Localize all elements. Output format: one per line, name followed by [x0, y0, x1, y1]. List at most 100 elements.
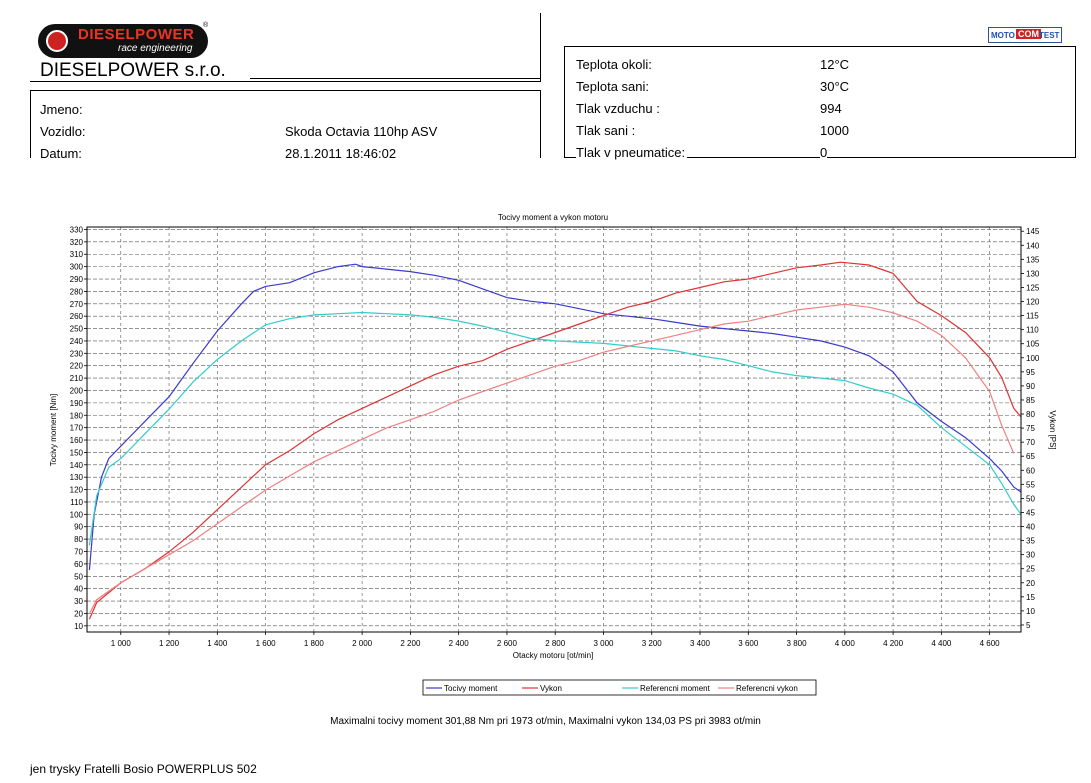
- y-left-tick-label: 200: [70, 386, 84, 395]
- company-name: DIESELPOWER s.r.o.: [40, 60, 226, 81]
- y-right-tick-label: 135: [1026, 255, 1040, 264]
- y-left-tick-label: 240: [70, 337, 84, 346]
- y-right-tick-label: 30: [1026, 551, 1035, 560]
- chart-legend: Tocivy moment Vykon Referencni moment Refer…: [422, 679, 817, 696]
- header-company-box: [30, 13, 541, 82]
- y-left-tick-label: 100: [70, 510, 84, 519]
- x-tick-label: 2 800: [545, 639, 566, 648]
- vehicle-label: Vozidlo:: [40, 124, 86, 139]
- y-right-tick-label: 110: [1026, 326, 1039, 335]
- y-left-tick-label: 160: [70, 436, 84, 445]
- y-right-tick-label: 70: [1026, 438, 1035, 447]
- turbo-logo-icon: [46, 30, 68, 52]
- legend-label: Vykon: [540, 684, 562, 693]
- series-line-referencni-moment: [88, 311, 1022, 546]
- y-right-tick-label: 10: [1026, 607, 1035, 616]
- y-right-tick-label: 15: [1026, 593, 1035, 602]
- x-tick-label: 3 600: [738, 639, 759, 648]
- y-right-tick-label: 90: [1026, 382, 1035, 391]
- y-left-tick-label: 120: [70, 486, 84, 495]
- y-left-tick-label: 230: [70, 349, 84, 358]
- y-right-tick-label: 115: [1026, 312, 1039, 321]
- x-tick-label: 2 400: [449, 639, 470, 648]
- y-left-tick-label: 210: [70, 374, 84, 383]
- x-tick-label: 3 800: [787, 639, 808, 648]
- x-tick-label: 4 200: [883, 639, 904, 648]
- y-left-tick-label: 320: [70, 238, 84, 247]
- x-tick-label: 1 800: [304, 639, 325, 648]
- y-left-tick-label: 30: [74, 597, 83, 606]
- x-tick-label: 3 000: [593, 639, 614, 648]
- y-right-tick-label: 100: [1026, 354, 1040, 363]
- y-right-tick-label: 50: [1026, 494, 1035, 503]
- x-axis-label: Otacky motoru [ot/min]: [513, 651, 593, 660]
- y-right-tick-label: 65: [1026, 452, 1035, 461]
- legend-label: Referencni moment: [640, 684, 711, 693]
- y-right-tick-label: 130: [1026, 269, 1040, 278]
- y-axis-right-label: Vykon [PS]: [1048, 410, 1057, 449]
- x-tick-label: 1 000: [111, 639, 132, 648]
- y-left-tick-label: 300: [70, 263, 84, 272]
- vehicle-info-box: [30, 90, 541, 158]
- x-tick-label: 4 400: [931, 639, 952, 648]
- y-left-tick-label: 140: [70, 461, 84, 470]
- y-right-tick-label: 75: [1026, 424, 1035, 433]
- chart-grid: [87, 227, 1021, 632]
- air-pressure-value: 994: [820, 101, 842, 116]
- y-left-tick-label: 10: [74, 622, 83, 631]
- name-label: Jmeno:: [40, 102, 83, 117]
- intake-pressure-label: Tlak sani :: [576, 123, 636, 138]
- series-line-tocivy-moment: [88, 263, 1022, 571]
- y-axis-left-label: Tocivy moment [Nm]: [49, 394, 58, 466]
- y-left-tick-label: 60: [74, 560, 83, 569]
- chart-series: [88, 261, 1022, 620]
- y-right-tick-label: 35: [1026, 537, 1035, 546]
- plot-frame: [86, 226, 1022, 633]
- y-left-tick-label: 330: [70, 225, 84, 234]
- legend-items: Tocivy moment Vykon Referencni moment Refer…: [426, 684, 798, 693]
- intake-pressure-value: 1000: [820, 123, 849, 138]
- x-tick-label: 2 000: [352, 639, 373, 648]
- y-left-tick-label: 20: [74, 609, 83, 618]
- y-left-tick-label: 130: [70, 473, 84, 482]
- y-right-tick-label: 105: [1026, 340, 1040, 349]
- y-left-tick-label: 220: [70, 362, 84, 371]
- air-pressure-label: Tlak vzduchu :: [576, 101, 660, 116]
- badge-part-2: COM: [1016, 29, 1041, 39]
- y-left-tick-label: 260: [70, 312, 84, 321]
- vehicle-value: Skoda Octavia 110hp ASV: [285, 124, 438, 139]
- tyre-pressure-value: 0: [820, 145, 828, 160]
- legend-label: Referencni vykon: [736, 684, 798, 693]
- y-left-tick-label: 270: [70, 300, 84, 309]
- y-right-tick-label: 40: [1026, 523, 1035, 532]
- y-right-tick-label: 95: [1026, 368, 1035, 377]
- intake-temp-value: 30°C: [820, 79, 850, 94]
- y-left-tick-label: 110: [70, 498, 83, 507]
- chart-ticks: 10 20 30 40 50 60 70 80 90 100 110 120 130 140 150 160 1…: [70, 225, 1040, 648]
- y-right-tick-label: 125: [1026, 283, 1040, 292]
- x-tick-label: 1 200: [159, 639, 180, 648]
- badge-part-3: TEST: [1039, 31, 1060, 40]
- y-right-tick-label: 55: [1026, 480, 1035, 489]
- ambient-temp-label: Teplota okoli:: [576, 57, 652, 72]
- y-left-tick-label: 290: [70, 275, 84, 284]
- y-right-tick-label: 85: [1026, 396, 1035, 405]
- y-left-tick-label: 280: [70, 287, 84, 296]
- y-right-tick-label: 20: [1026, 579, 1035, 588]
- date-value: 28.1.2011 18:46:02: [285, 146, 397, 161]
- y-left-tick-label: 40: [74, 585, 83, 594]
- y-left-tick-label: 190: [70, 399, 84, 408]
- y-left-tick-label: 80: [74, 535, 83, 544]
- logo-line1: DIESELPOWER: [78, 26, 195, 43]
- x-tick-label: 4 000: [835, 639, 856, 648]
- x-tick-label: 1 600: [256, 639, 277, 648]
- dieselpower-logo: DIESELPOWER race engineering: [38, 24, 208, 58]
- date-label: Datum:: [40, 146, 84, 161]
- y-right-tick-label: 145: [1026, 227, 1040, 236]
- ambient-temp-value: 12°C: [820, 57, 850, 72]
- y-left-tick-label: 250: [70, 325, 84, 334]
- y-left-tick-label: 180: [70, 411, 84, 420]
- y-right-tick-label: 45: [1026, 508, 1035, 517]
- x-tick-label: 2 200: [400, 639, 421, 648]
